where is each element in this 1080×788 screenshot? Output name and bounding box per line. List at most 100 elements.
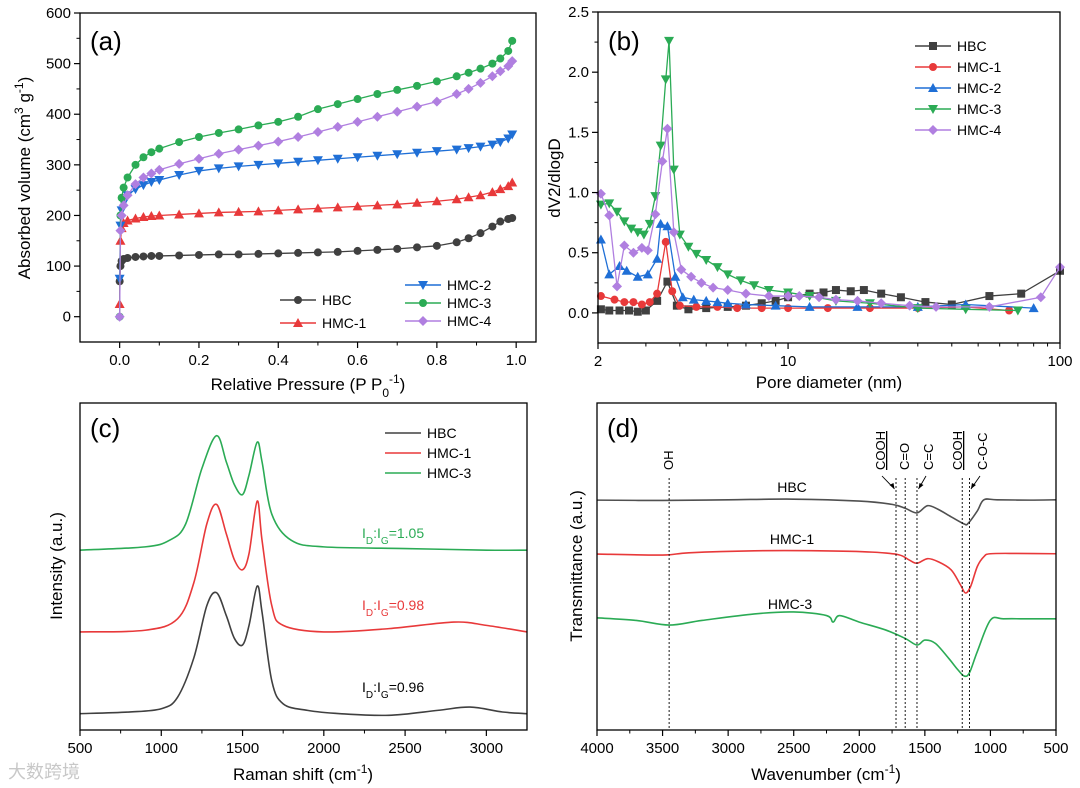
data-point — [1035, 292, 1046, 303]
data-point — [604, 210, 615, 221]
label-part: Transmittance (a.u.) — [567, 490, 586, 641]
x-tick-label: 2500 — [388, 740, 421, 757]
label-part: ) — [895, 765, 901, 784]
data-point — [619, 240, 630, 251]
data-point — [313, 105, 322, 114]
data-point — [274, 249, 283, 258]
data-point — [495, 66, 506, 77]
data-point — [642, 269, 653, 279]
data-point — [804, 301, 815, 311]
series-hbc — [79, 585, 528, 717]
data-point — [393, 85, 402, 94]
label-part: ) — [367, 765, 373, 784]
x-tick-label: 2000 — [843, 740, 876, 757]
data-point — [146, 210, 157, 220]
data-point — [193, 208, 204, 218]
x-tick-label: 0.0 — [109, 352, 130, 369]
data-point — [488, 59, 497, 68]
series-hbc — [596, 498, 1057, 526]
data-point — [645, 298, 654, 307]
data-point — [642, 245, 653, 256]
data-point — [131, 252, 140, 261]
data-point — [452, 238, 461, 247]
series-hmc-3 — [115, 36, 517, 321]
y-tick-label: 100 — [46, 258, 71, 275]
data-point — [294, 248, 303, 257]
data-point — [373, 245, 382, 254]
data-point — [254, 121, 263, 130]
data-point — [194, 250, 203, 259]
label-part: :I — [373, 525, 381, 541]
x-tick-label: 1500 — [226, 740, 259, 757]
x-axis-label: Wavenumber (cm-1) — [751, 762, 901, 784]
data-point — [273, 136, 284, 147]
legend-marker — [418, 316, 428, 326]
data-point — [253, 206, 264, 216]
data-point — [373, 89, 382, 98]
data-point — [712, 263, 723, 273]
data-point — [763, 286, 774, 296]
data-point — [273, 205, 284, 215]
label-part: ) — [15, 77, 34, 83]
data-point — [708, 282, 719, 293]
data-point — [139, 252, 148, 261]
data-point — [412, 197, 423, 207]
data-point — [712, 297, 723, 307]
data-point — [495, 184, 506, 194]
data-point — [692, 302, 701, 311]
data-point — [612, 207, 623, 217]
x-tick-label: 100 — [1047, 353, 1072, 370]
y-tick-label: 500 — [46, 56, 71, 73]
axes-frame — [597, 11, 1061, 344]
data-point — [619, 217, 630, 227]
data-point — [312, 203, 323, 213]
data-point — [123, 253, 132, 262]
data-point — [921, 298, 930, 307]
data-point — [293, 132, 304, 143]
data-point — [668, 165, 679, 175]
legend-label: HBC — [427, 425, 457, 441]
data-point — [475, 77, 486, 88]
axes-frame — [79, 402, 528, 731]
x-tick-label: 1000 — [974, 740, 1007, 757]
data-point — [896, 293, 905, 302]
data-point — [696, 277, 707, 288]
data-point — [452, 72, 461, 81]
data-point — [463, 144, 474, 154]
data-point — [114, 311, 125, 322]
y-axis-label: Absorbed volume (cm3 g-1) — [12, 77, 34, 280]
peak-label: COOH — [950, 431, 965, 470]
data-point — [214, 250, 223, 259]
data-point — [637, 300, 646, 309]
data-point — [413, 243, 422, 252]
x-tick-label: 500 — [1043, 740, 1068, 757]
data-point — [615, 306, 624, 315]
data-point — [174, 209, 185, 219]
data-point — [749, 281, 760, 291]
legend-marker — [928, 125, 938, 135]
data-point — [657, 156, 668, 167]
data-point — [213, 148, 224, 159]
data-point — [686, 271, 697, 282]
data-point — [147, 251, 156, 260]
legend-item: HMC-3 — [385, 465, 472, 481]
data-point — [670, 271, 681, 281]
data-point — [146, 178, 157, 188]
data-point — [233, 162, 244, 172]
legend-marker — [294, 296, 302, 304]
data-point — [475, 190, 486, 200]
data-point — [496, 54, 505, 63]
y-tick-label: 0.0 — [568, 305, 589, 322]
data-point — [487, 71, 498, 82]
data-point — [823, 304, 832, 313]
y-axis-label: dV2/dlogD — [545, 138, 564, 217]
label-part: D — [366, 608, 373, 619]
y-tick-label: 0.5 — [568, 245, 589, 262]
data-point — [392, 199, 403, 209]
legend-item: HBC — [385, 425, 457, 441]
watermark-text: 大数跨境 — [8, 762, 80, 782]
series-line — [600, 40, 1018, 312]
legend-label: HMC-1 — [957, 59, 1002, 75]
y-tick-label: 600 — [46, 5, 71, 22]
data-point — [877, 289, 886, 298]
